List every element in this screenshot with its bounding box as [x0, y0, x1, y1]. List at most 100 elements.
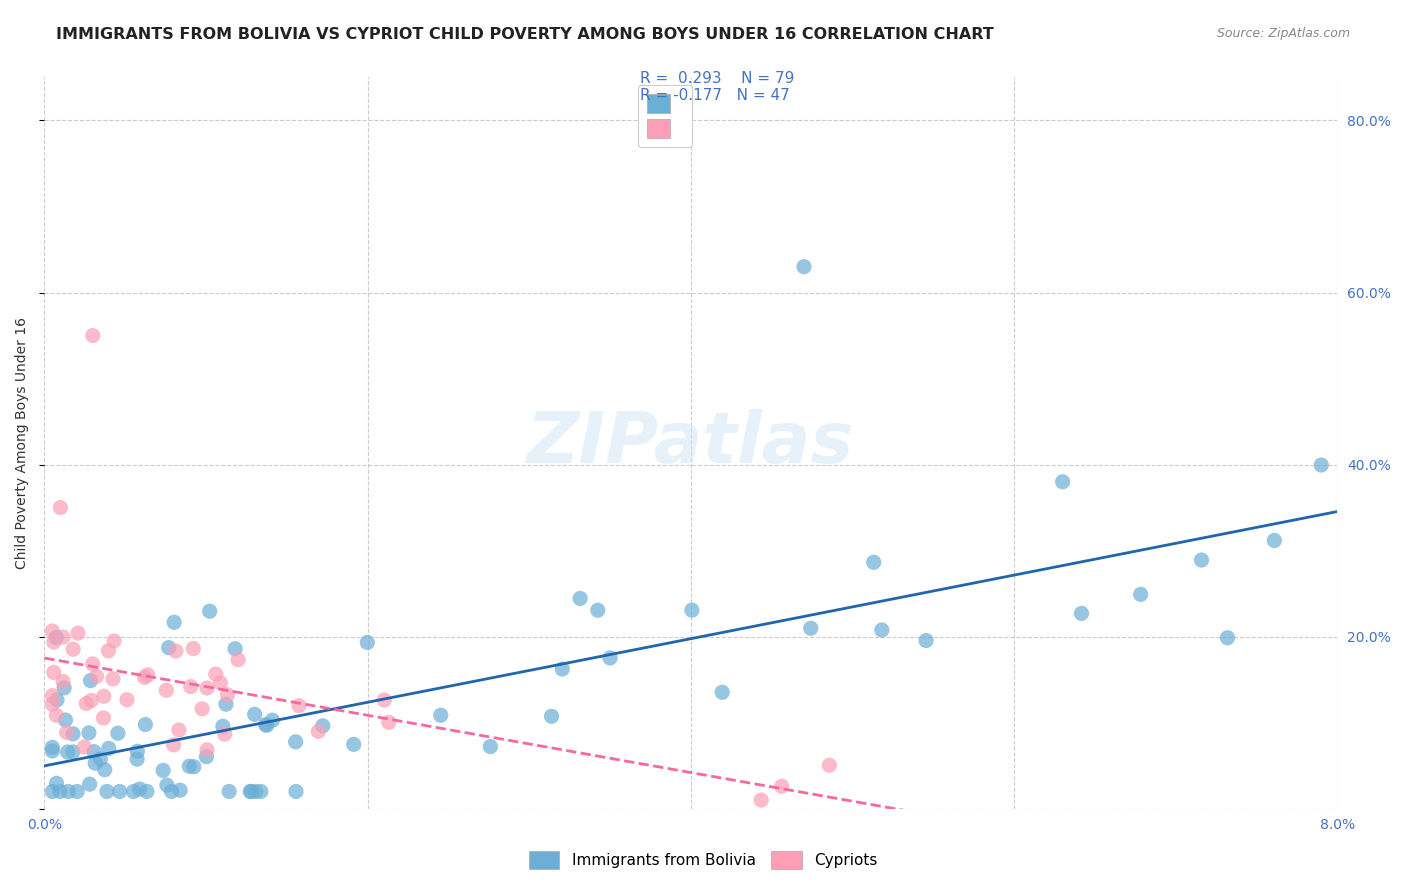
Immigrants from Bolivia [79, 777, 101, 791]
Cypriots [162, 738, 184, 752]
Immigrants from Bolivia [1129, 587, 1152, 601]
Cypriots [217, 688, 239, 702]
Immigrants from Bolivia [58, 784, 80, 798]
Immigrants from Bolivia [540, 709, 562, 723]
Immigrants from Bolivia [128, 782, 150, 797]
Immigrants from Bolivia [127, 752, 149, 766]
Immigrants from Bolivia [356, 635, 378, 649]
Cypriots [195, 743, 218, 757]
Immigrants from Bolivia [586, 603, 609, 617]
Immigrants from Bolivia [89, 752, 111, 766]
Immigrants from Bolivia [599, 651, 621, 665]
Immigrants from Bolivia [41, 784, 63, 798]
Cypriots [80, 693, 103, 707]
Text: IMMIGRANTS FROM BOLIVIA VS CYPRIOT CHILD POVERTY AMONG BOYS UNDER 16 CORRELATION: IMMIGRANTS FROM BOLIVIA VS CYPRIOT CHILD… [56, 27, 994, 42]
Immigrants from Bolivia [49, 784, 72, 798]
Immigrants from Bolivia [250, 784, 273, 798]
Cypriots [41, 689, 63, 703]
Immigrants from Bolivia [1263, 533, 1285, 548]
Immigrants from Bolivia [195, 749, 218, 764]
Immigrants from Bolivia [56, 745, 79, 759]
Cypriots [165, 644, 187, 658]
Cypriots [75, 697, 97, 711]
Cypriots [749, 793, 772, 807]
Immigrants from Bolivia [41, 744, 63, 758]
Cypriots [55, 725, 77, 739]
Immigrants from Bolivia [62, 745, 84, 759]
Cypriots [191, 702, 214, 716]
Cypriots [195, 681, 218, 695]
Immigrants from Bolivia [53, 681, 76, 695]
Immigrants from Bolivia [83, 745, 105, 759]
Immigrants from Bolivia [915, 633, 938, 648]
Cypriots [86, 669, 108, 683]
Immigrants from Bolivia [41, 740, 63, 755]
Cypriots [42, 665, 65, 680]
Cypriots [73, 739, 96, 754]
Cypriots [41, 697, 63, 711]
Immigrants from Bolivia [1310, 458, 1333, 472]
Y-axis label: Child Poverty Among Boys Under 16: Child Poverty Among Boys Under 16 [15, 317, 30, 569]
Immigrants from Bolivia [66, 784, 89, 798]
Immigrants from Bolivia [239, 784, 262, 798]
Immigrants from Bolivia [711, 685, 734, 699]
Cypriots [45, 708, 67, 723]
Immigrants from Bolivia [122, 784, 145, 798]
Immigrants from Bolivia [93, 763, 115, 777]
Immigrants from Bolivia [343, 738, 366, 752]
Immigrants from Bolivia [84, 756, 107, 771]
Legend: Immigrants from Bolivia, Cypriots: Immigrants from Bolivia, Cypriots [523, 845, 883, 875]
Immigrants from Bolivia [284, 735, 307, 749]
Immigrants from Bolivia [218, 784, 240, 798]
Immigrants from Bolivia [793, 260, 815, 274]
Cypriots [373, 693, 395, 707]
Cypriots [288, 698, 311, 713]
Cypriots [93, 690, 115, 704]
Cypriots [97, 644, 120, 658]
Cypriots [42, 635, 65, 649]
Immigrants from Bolivia [1052, 475, 1074, 489]
Immigrants from Bolivia [62, 727, 84, 741]
Immigrants from Bolivia [160, 784, 183, 798]
Immigrants from Bolivia [157, 640, 180, 655]
Immigrants from Bolivia [55, 713, 77, 727]
Immigrants from Bolivia [135, 784, 157, 798]
Text: Source: ZipAtlas.com: Source: ZipAtlas.com [1216, 27, 1350, 40]
Immigrants from Bolivia [215, 697, 238, 711]
Cypriots [41, 624, 63, 638]
Cypriots [103, 634, 125, 648]
Immigrants from Bolivia [156, 778, 179, 792]
Cypriots [101, 672, 124, 686]
Cypriots [204, 667, 226, 681]
Immigrants from Bolivia [681, 603, 703, 617]
Immigrants from Bolivia [862, 555, 884, 569]
Cypriots [82, 328, 104, 343]
Legend: , : , [638, 85, 692, 147]
Cypriots [214, 727, 236, 741]
Cypriots [115, 692, 138, 706]
Immigrants from Bolivia [96, 784, 118, 798]
Immigrants from Bolivia [77, 726, 100, 740]
Cypriots [52, 674, 75, 689]
Immigrants from Bolivia [163, 615, 186, 630]
Cypriots [82, 657, 104, 671]
Immigrants from Bolivia [224, 641, 246, 656]
Immigrants from Bolivia [183, 760, 205, 774]
Cypriots [307, 724, 329, 739]
Immigrants from Bolivia [212, 719, 235, 733]
Immigrants from Bolivia [429, 708, 451, 723]
Cypriots [770, 779, 793, 793]
Immigrants from Bolivia [152, 764, 174, 778]
Immigrants from Bolivia [169, 783, 191, 797]
Immigrants from Bolivia [97, 741, 120, 756]
Cypriots [155, 683, 177, 698]
Immigrants from Bolivia [107, 726, 129, 740]
Cypriots [52, 630, 75, 644]
Text: ZIPatlas: ZIPatlas [527, 409, 855, 477]
Immigrants from Bolivia [285, 784, 308, 798]
Immigrants from Bolivia [1191, 553, 1213, 567]
Cypriots [49, 500, 72, 515]
Immigrants from Bolivia [870, 623, 893, 637]
Immigrants from Bolivia [569, 591, 592, 606]
Immigrants from Bolivia [800, 621, 823, 635]
